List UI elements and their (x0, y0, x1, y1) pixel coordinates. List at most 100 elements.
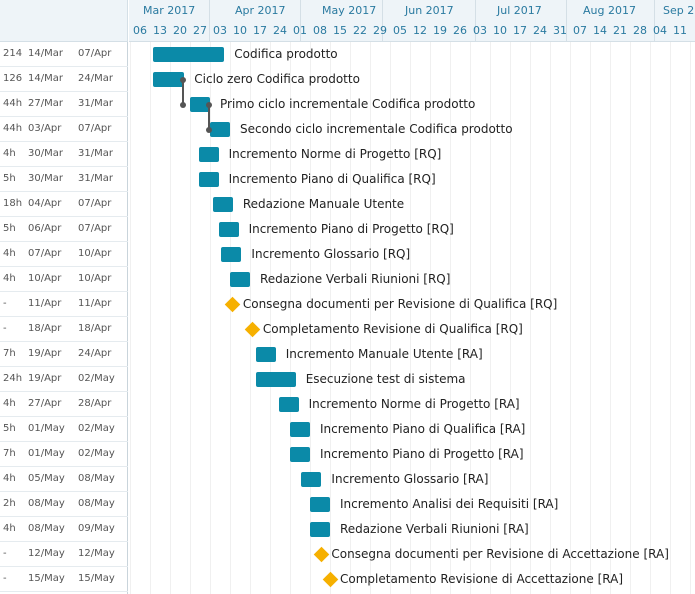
week-gridline (150, 42, 151, 594)
task-name-label: Incremento Glossario [RQ] (251, 246, 411, 261)
task-row[interactable]: 44h 27/Mar 31/Mar (0, 92, 128, 117)
task-end-date: 31/Mar (78, 173, 113, 184)
task-row[interactable]: 7h 01/May 02/May (0, 442, 128, 467)
task-name-label: Incremento Norme di Progetto [RA] (308, 396, 520, 411)
week-label: 05 (393, 24, 407, 37)
task-start-date: 19/Apr (28, 348, 62, 359)
task-row[interactable]: - 11/Apr 11/Apr (0, 292, 128, 317)
milestone-marker[interactable] (313, 546, 330, 563)
task-bar[interactable] (255, 347, 276, 362)
task-end-date: 07/Apr (78, 123, 112, 134)
task-end-date: 08/May (78, 473, 115, 484)
task-row[interactable]: - 15/May 15/May (0, 567, 128, 592)
milestone-marker[interactable] (322, 571, 338, 588)
task-row[interactable]: 4h 07/Apr 10/Apr (0, 242, 128, 267)
task-row[interactable]: 2h 08/May 08/May (0, 492, 128, 517)
task-end-date: 07/Apr (78, 48, 112, 59)
task-row[interactable]: 4h 05/May 08/May (0, 467, 128, 492)
task-duration: - (3, 548, 7, 559)
task-duration: 4h (3, 398, 16, 409)
month-divider (300, 0, 301, 41)
task-row[interactable]: 214 14/Mar 07/Apr (0, 42, 128, 67)
task-duration: 4h (3, 273, 16, 284)
task-row[interactable]: 4h 27/Apr 28/Apr (0, 392, 128, 417)
task-end-date: 10/Apr (78, 248, 112, 259)
week-label: 31 (553, 24, 567, 37)
task-end-date: 24/Apr (78, 348, 112, 359)
week-label: 15 (333, 24, 347, 37)
task-row[interactable]: - 12/May 12/May (0, 542, 128, 567)
task-start-date: 01/May (28, 423, 65, 434)
task-name-label: Codifica prodotto (234, 46, 338, 61)
task-end-date: 07/Apr (78, 198, 112, 209)
task-end-date: 09/May (78, 523, 115, 534)
task-name-label: Incremento Piano di Qualifica [RQ] (228, 171, 436, 186)
week-label: 20 (173, 24, 187, 37)
milestone-marker[interactable] (245, 321, 261, 338)
task-duration: 5h (3, 423, 16, 434)
task-row[interactable]: 24h 19/Apr 02/May (0, 367, 128, 392)
task-duration: 44h (3, 98, 23, 109)
week-label: 08 (313, 24, 327, 37)
task-start-date: 05/May (28, 473, 65, 484)
task-bar[interactable] (152, 72, 185, 87)
week-label: 26 (453, 24, 467, 37)
week-label: 17 (253, 24, 267, 37)
task-duration: 5h (3, 223, 16, 234)
task-row[interactable]: 5h 01/May 02/May (0, 417, 128, 442)
week-gridline (230, 42, 231, 594)
dependency-line (182, 79, 185, 105)
task-bar[interactable] (198, 172, 219, 187)
task-row[interactable]: - 18/Apr 18/Apr (0, 317, 128, 342)
task-bar[interactable] (290, 422, 310, 437)
task-name-label: Completamento Revisione di Accettazione … (340, 571, 623, 586)
milestone-marker[interactable] (225, 296, 241, 313)
task-bar[interactable] (255, 372, 296, 387)
task-row[interactable]: 5h 30/Mar 31/Mar (0, 167, 128, 192)
task-row[interactable]: 4h 30/Mar 31/Mar (0, 142, 128, 167)
task-duration: 18h (3, 198, 23, 209)
month-divider (566, 0, 567, 41)
task-row[interactable]: 7h 19/Apr 24/Apr (0, 342, 128, 367)
task-bar[interactable] (310, 497, 330, 512)
task-bar[interactable] (198, 147, 219, 162)
task-start-date: 06/Apr (28, 223, 62, 234)
task-name-label: Redazione Verbali Riunioni [RA] (340, 521, 529, 536)
task-start-date: 08/May (28, 523, 65, 534)
week-label: 10 (493, 24, 507, 37)
week-label: 13 (153, 24, 167, 37)
task-bar[interactable] (152, 47, 225, 62)
task-bar[interactable] (221, 247, 242, 262)
task-name-label: Incremento Glossario [RA] (331, 471, 489, 486)
task-bar[interactable] (310, 522, 330, 537)
task-row[interactable]: 18h 04/Apr 07/Apr (0, 192, 128, 217)
task-row[interactable]: 4h 10/Apr 10/Apr (0, 267, 128, 292)
dependency-line (208, 104, 210, 130)
task-bar[interactable] (278, 397, 299, 412)
week-gridline (630, 42, 631, 594)
timeline-header: Mar 2017 Apr 2017 May 2017 Jun 2017 Jul 2017… (129, 0, 695, 42)
task-end-date: 02/May (78, 423, 115, 434)
task-duration: 4h (3, 148, 16, 159)
task-list-header (0, 0, 128, 42)
week-label: 11 (673, 24, 687, 37)
week-gridline (130, 42, 131, 594)
week-gridline (190, 42, 191, 594)
task-bar[interactable] (210, 122, 230, 137)
task-end-date: 24/Mar (78, 73, 113, 84)
task-bar[interactable] (212, 197, 233, 212)
task-bar[interactable] (190, 97, 210, 112)
week-label: 21 (613, 24, 627, 37)
task-row[interactable]: 126 14/Mar 24/Mar (0, 67, 128, 92)
task-bar[interactable] (301, 472, 322, 487)
week-label: 24 (273, 24, 287, 37)
task-row[interactable]: 5h 06/Apr 07/Apr (0, 217, 128, 242)
task-row[interactable]: 44h 03/Apr 07/Apr (0, 117, 128, 142)
task-bar[interactable] (218, 222, 239, 237)
task-start-date: 07/Apr (28, 248, 62, 259)
task-bar[interactable] (290, 447, 310, 462)
task-row[interactable]: 4h 08/May 09/May (0, 517, 128, 542)
month-label: Mar 2017 (143, 4, 196, 17)
task-bar[interactable] (230, 272, 250, 287)
task-end-date: 11/Apr (78, 298, 112, 309)
